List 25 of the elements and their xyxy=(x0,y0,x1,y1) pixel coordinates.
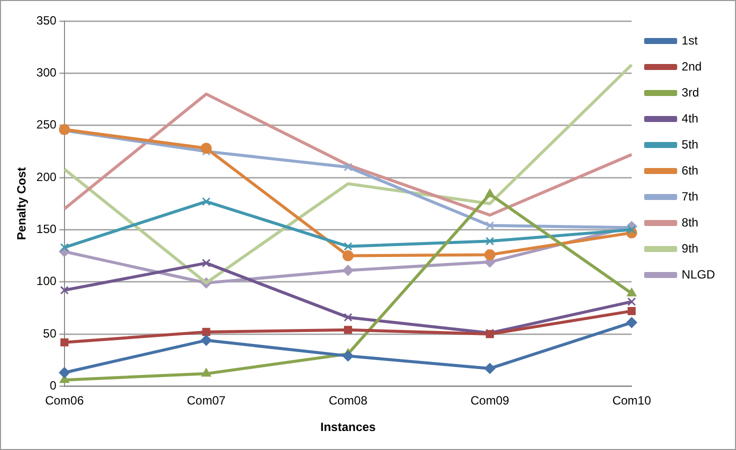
legend-label: 2nd xyxy=(682,59,702,74)
y-tick-label: 150 xyxy=(36,222,57,236)
y-tick-label: 100 xyxy=(36,274,57,288)
y-tick-label: 250 xyxy=(36,118,57,132)
legend-label: 4th xyxy=(682,111,698,126)
x-tick-label: Com10 xyxy=(612,394,652,408)
x-tick-label: Com09 xyxy=(470,394,510,408)
legend-label: 1st xyxy=(682,33,698,48)
y-axis-title: Penalty Cost xyxy=(14,167,29,240)
y-tick-label: 0 xyxy=(50,378,57,393)
legend-label: 9th xyxy=(682,241,698,256)
legend-label: 7th xyxy=(682,189,698,204)
y-tick-label: 50 xyxy=(43,326,57,340)
x-tick-label: Com07 xyxy=(186,394,226,408)
y-tick-label: 350 xyxy=(36,13,57,28)
y-tick-label: 200 xyxy=(36,170,57,184)
x-axis-title: Instances xyxy=(320,420,376,434)
legend-label: 3rd xyxy=(682,85,700,100)
legend-label: 5th xyxy=(682,137,698,152)
legend-label: 8th xyxy=(682,215,698,230)
x-tick-label: Com08 xyxy=(328,394,368,408)
y-tick-label: 300 xyxy=(36,65,57,80)
legend-label: NLGD xyxy=(682,267,716,282)
x-tick-label: Com06 xyxy=(45,394,84,408)
legend-label: 6th xyxy=(682,163,698,178)
